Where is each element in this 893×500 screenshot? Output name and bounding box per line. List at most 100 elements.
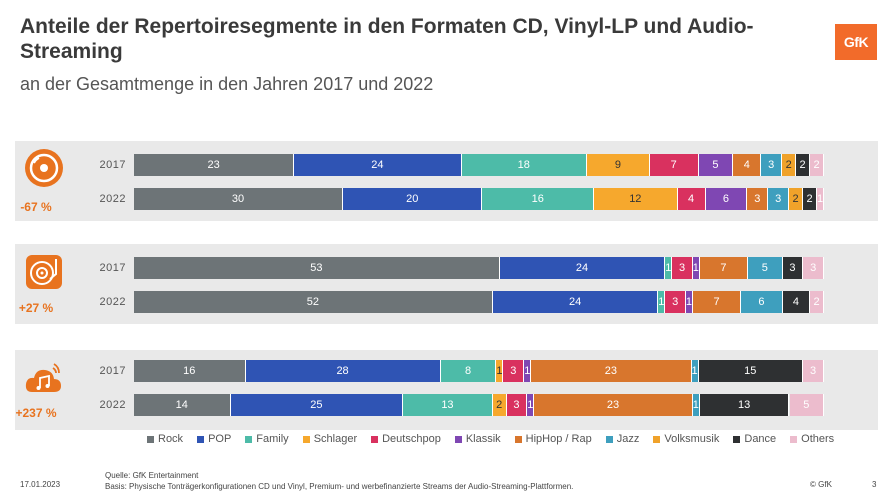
bar-segment-klassik: 1 — [693, 257, 700, 279]
bar-segment-dance: 13 — [699, 394, 790, 416]
legend-swatch — [147, 435, 154, 443]
legend-swatch — [514, 435, 522, 443]
bar-streaming-2022: 14 25 13 2 3 1 23 1 13 5 — [134, 394, 824, 416]
legend-swatch — [605, 435, 613, 443]
legend-item: Family — [245, 433, 289, 445]
page-number: 3 — [872, 480, 877, 489]
legend-item: Others — [790, 433, 834, 445]
legend-item: Dance — [733, 433, 776, 445]
legend-label: Klassik — [465, 433, 501, 445]
bar-segment-family: 1 — [665, 257, 673, 279]
vinyl-change: +27 % — [18, 301, 54, 315]
bar-segment-dance: 3 — [782, 257, 804, 279]
bar-segment-jazz: 5 — [748, 257, 783, 279]
legend-label: Dance — [744, 433, 777, 445]
footer-date: 17.01.2023 — [20, 480, 61, 489]
bar-segment-deutschpop: 4 — [677, 188, 706, 210]
bar-segment-family: 18 — [461, 154, 588, 176]
legend-swatch — [302, 435, 310, 443]
bar-segment-others: 3 — [803, 257, 824, 279]
legend-item: HipHop / Rap — [514, 433, 592, 445]
legend-label: Volksmusik — [664, 433, 720, 445]
legend-swatch — [653, 435, 661, 443]
legend-item: POP — [197, 433, 231, 445]
bar-segment-pop: 24 — [499, 257, 666, 279]
bar-segment-dance: 4 — [782, 291, 811, 313]
bar-segment-hiphop-rap: 7 — [699, 257, 749, 279]
year-label: 2022 — [99, 399, 126, 411]
bar-segment-family: 13 — [403, 394, 493, 416]
bar-segment-family: 16 — [482, 188, 594, 210]
cloud-music-icon — [25, 363, 61, 392]
page-subtitle: an der Gesamtmenge in den Jahren 2017 un… — [20, 74, 434, 94]
bar-segment-klassik: 1 — [686, 291, 693, 313]
bar-segment-volksmusik: 2 — [789, 188, 804, 210]
bar-segment-deutschpop: 7 — [649, 154, 699, 176]
bar-segment-deutschpop: 3 — [672, 257, 693, 279]
bar-segment-schlager: 1 — [496, 360, 504, 382]
bar-segment-jazz: 1 — [693, 394, 700, 416]
legend-swatch — [197, 435, 205, 443]
legend-label: Family — [256, 433, 289, 445]
bar-segment-pop: 20 — [343, 188, 483, 210]
year-label: 2017 — [99, 159, 126, 171]
page-title: Anteile der Repertoiresegmente in den Fo… — [20, 15, 754, 63]
bar-segment-others: 5 — [789, 394, 824, 416]
bar-segment-dance: 2 — [803, 188, 818, 210]
source-line-1: Quelle: GfK Entertainment — [105, 471, 199, 480]
legend-item: Klassik — [454, 433, 501, 445]
bar-segment-rock: 14 — [134, 394, 231, 416]
bar-segment-rock: 23 — [134, 154, 295, 176]
legend-swatch — [733, 435, 741, 443]
bar-segment-pop: 24 — [294, 154, 462, 176]
cd-icon — [25, 149, 63, 187]
bar-segment-hiphop-rap: 3 — [747, 188, 769, 210]
bar-segment-hiphop-rap: 23 — [531, 360, 692, 382]
bar-vinyl-2022: 52 24 1 3 1 7 6 4 2 — [134, 291, 824, 313]
bar-streaming-2017: 16 28 8 1 3 1 23 1 15 3 — [134, 360, 824, 382]
year-label: 2022 — [99, 296, 126, 308]
bar-segment-schlager: 9 — [587, 154, 650, 176]
bar-segment-jazz: 1 — [691, 360, 699, 382]
legend-swatch — [454, 435, 462, 443]
bar-segment-family: 8 — [440, 360, 497, 382]
bar-cd-2017: 23 24 18 9 7 5 4 3 2 2 2 — [134, 154, 824, 176]
legend-label: Schlager — [313, 433, 358, 445]
bar-segment-others: 1 — [817, 188, 824, 210]
gfk-logo: GfK — [835, 24, 877, 60]
bar-segment-jazz: 6 — [741, 291, 783, 313]
bar-segment-rock: 30 — [134, 188, 344, 210]
turntable-icon — [26, 255, 62, 289]
bar-segment-others: 3 — [803, 360, 824, 382]
bar-segment-pop: 24 — [492, 291, 659, 313]
bar-segment-klassik: 1 — [524, 360, 532, 382]
year-label: 2017 — [99, 262, 126, 274]
legend-item: Deutschpop — [371, 433, 441, 445]
bar-segment-klassik: 1 — [527, 394, 535, 416]
legend: Rock POP Family Schlager Deutschpop Klassik Hi… — [147, 433, 834, 445]
bar-segment-jazz: 3 — [761, 154, 783, 176]
bar-segment-deutschpop: 3 — [503, 360, 525, 382]
bar-segment-others: 2 — [810, 291, 824, 313]
bar-segment-hiphop-rap: 4 — [733, 154, 762, 176]
bar-segment-rock: 53 — [134, 257, 500, 279]
legend-label: HipHop / Rap — [525, 433, 592, 445]
cd-change: -67 % — [20, 200, 52, 214]
bar-segment-others: 2 — [810, 154, 824, 176]
year-label: 2017 — [99, 365, 126, 377]
legend-label: Others — [801, 433, 835, 445]
bar-segment-family: 1 — [658, 291, 666, 313]
legend-item: Rock — [147, 433, 183, 445]
legend-label: Deutschpop — [382, 433, 441, 445]
bar-segment-deutschpop: 3 — [665, 291, 686, 313]
bar-segment-klassik: 5 — [698, 154, 734, 176]
bar-segment-pop: 28 — [245, 360, 441, 382]
year-label: 2022 — [99, 193, 126, 205]
source-note: Quelle: GfK Entertainment Basis: Physisc… — [105, 470, 573, 492]
legend-label: POP — [208, 433, 232, 445]
bar-segment-klassik: 6 — [705, 188, 748, 210]
legend-label: Jazz — [616, 433, 640, 445]
bar-segment-deutschpop: 3 — [506, 394, 528, 416]
bar-vinyl-2017: 53 24 1 3 1 7 5 3 3 — [134, 257, 824, 279]
legend-swatch — [245, 435, 253, 443]
